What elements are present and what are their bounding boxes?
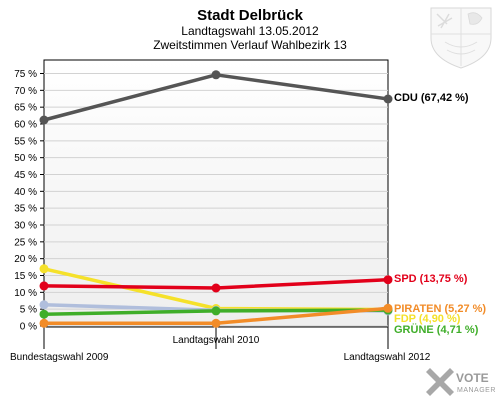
y-tick-label: 30 % — [14, 221, 37, 232]
data-point — [383, 94, 393, 104]
series-label-piraten: PIRATEN (5,27 %) — [394, 303, 486, 315]
chart-subtitle-line-2: Zweitstimmen Verlauf Wahlbezirk 13 — [153, 38, 347, 52]
y-tick-label: 15 % — [14, 271, 37, 282]
series-label-fdp: FDP (4,90 %) — [394, 313, 461, 325]
x-tick-label: Landtagswahl 2010 — [173, 335, 260, 346]
y-tick-label: 60 % — [14, 120, 37, 131]
x-tick-label: Bundestagswahl 2009 — [10, 352, 109, 363]
series — [39, 70, 393, 328]
x-tick-label: Landtagswahl 2012 — [344, 352, 431, 363]
data-point — [39, 309, 49, 319]
y-tick-label: 10 % — [14, 288, 37, 299]
data-point — [211, 283, 221, 293]
y-tick-label: 5 % — [20, 305, 37, 316]
y-tick-label: 40 % — [14, 187, 37, 198]
series-cdu — [39, 70, 393, 125]
logo-sub: MANAGER — [457, 387, 496, 394]
series-spd — [39, 275, 393, 293]
votemanager-logo: VOTE MANAGER — [426, 368, 496, 396]
series-labels: CDU (67,42 %) FDP (4,90 %) SPD (13,75 %) GR… — [394, 92, 486, 336]
y-tick-label: 20 % — [14, 254, 37, 265]
data-point — [39, 300, 49, 310]
series-label-cdu: CDU (67,42 %) — [394, 92, 469, 104]
series-label-grüne: GRÜNE (4,71 %) — [394, 323, 479, 336]
y-tick-label: 70 % — [14, 86, 37, 97]
data-point — [383, 275, 393, 285]
data-point — [211, 306, 221, 316]
y-tick-label: 65 % — [14, 103, 37, 114]
ballot-x-icon — [426, 368, 454, 396]
data-point — [211, 70, 221, 80]
data-point — [39, 264, 49, 274]
x-axis: Bundestagswahl 2009 Landtagswahl 2010 Land… — [10, 327, 431, 363]
y-tick-label: 35 % — [14, 204, 37, 215]
data-point — [383, 303, 393, 313]
y-tick-label: 50 % — [14, 153, 37, 164]
y-tick-label: 75 % — [14, 69, 37, 80]
y-tick-label: 45 % — [14, 170, 37, 181]
data-point — [39, 281, 49, 291]
y-tick-label: 25 % — [14, 237, 37, 248]
coat-of-arms-icon — [430, 7, 492, 69]
data-point — [39, 115, 49, 125]
y-tick-label: 55 % — [14, 136, 37, 147]
y-tick-label: 0 % — [20, 322, 37, 333]
series-label-spd: SPD (13,75 %) — [394, 273, 468, 285]
chart-subtitle-line-1: Landtagswahl 13.05.2012 — [181, 24, 319, 38]
y-axis: 0 % 5 % 10 % 15 % 20 % 25 % 30 % 35 % 40 % 45 % 50… — [14, 69, 44, 333]
series-piraten — [39, 303, 393, 328]
data-point — [39, 318, 49, 328]
chart-title: Stadt Delbrück — [197, 7, 304, 24]
data-point — [211, 318, 221, 328]
logo-main: VOTE — [456, 371, 489, 385]
